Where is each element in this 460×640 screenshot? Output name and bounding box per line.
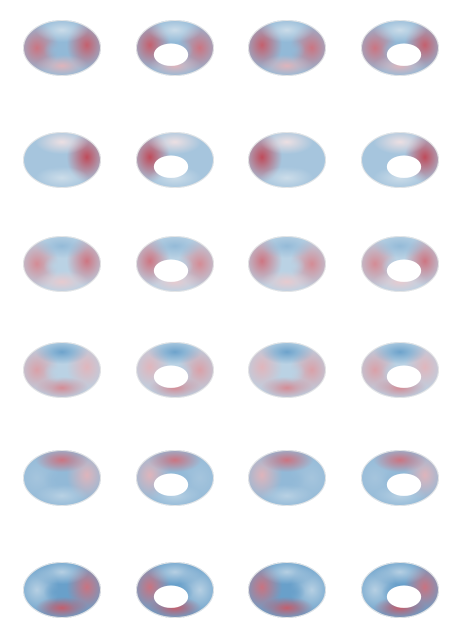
brain-surface-left-lateral <box>23 20 101 76</box>
brain-surface-right-medial <box>361 342 439 398</box>
brain-surface-left-medial <box>136 342 214 398</box>
brain-surface-right-medial <box>361 132 439 188</box>
brain-surface-left-lateral <box>23 450 101 506</box>
brain-surface-left-lateral <box>23 342 101 398</box>
brain-surface-right-lateral <box>248 342 326 398</box>
brain-surface-left-medial <box>136 132 214 188</box>
brain-surface-left-lateral <box>23 236 101 292</box>
brain-surface-right-medial <box>361 20 439 76</box>
brain-surface-right-lateral <box>248 562 326 618</box>
brain-surface-right-lateral <box>248 450 326 506</box>
brain-surface-left-medial <box>136 562 214 618</box>
brain-surface-left-lateral <box>23 562 101 618</box>
brain-surface-right-medial <box>361 562 439 618</box>
brain-surface-right-medial <box>361 450 439 506</box>
brain-surface-right-medial <box>361 236 439 292</box>
brain-surface-left-medial <box>136 236 214 292</box>
brain-surface-left-medial <box>136 450 214 506</box>
brain-surface-right-lateral <box>248 20 326 76</box>
brain-surface-right-lateral <box>248 236 326 292</box>
brain-surface-left-lateral <box>23 132 101 188</box>
brain-surface-left-medial <box>136 20 214 76</box>
brain-surface-right-lateral <box>248 132 326 188</box>
